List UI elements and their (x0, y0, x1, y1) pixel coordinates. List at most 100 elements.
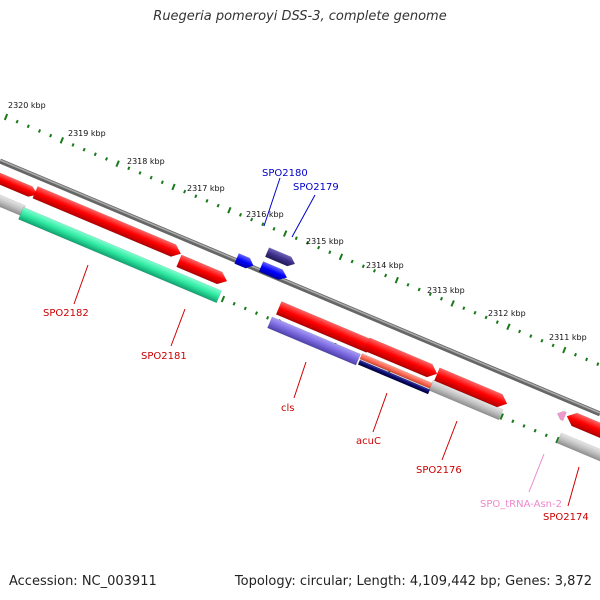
inner-ruler-tick (266, 316, 270, 320)
gene-label[interactable]: SPO_tRNA-Asn-2 (480, 499, 562, 510)
outer-ruler-tick (238, 213, 243, 217)
outer-ruler-tick (317, 245, 321, 250)
ruler-tick-label: 2313 kbp (427, 286, 465, 295)
gene-label[interactable]: SPO2180 (262, 168, 308, 179)
gene-label[interactable]: acuC (356, 436, 381, 447)
outer-ruler-tick (127, 166, 131, 171)
label-leader-line (291, 194, 316, 238)
gene-arrow[interactable] (0, 165, 40, 199)
outer-ruler-tick (450, 300, 455, 307)
inner-ruler-tick (533, 428, 537, 433)
gene-arrow[interactable] (359, 353, 433, 389)
label-leader-line (170, 308, 186, 347)
gene-label[interactable]: SPO2174 (543, 512, 589, 523)
outer-ruler-tick (82, 147, 86, 152)
outer-ruler-tick (49, 133, 53, 138)
outer-ruler-tick (261, 222, 265, 227)
label-leader-line (293, 361, 307, 399)
outer-ruler-tick (495, 320, 499, 324)
outer-ruler-tick (160, 180, 164, 185)
genome-summary: Topology: circular; Length: 4,109,442 bp… (234, 574, 592, 589)
outer-ruler-tick (227, 206, 232, 214)
outer-ruler-tick (305, 241, 310, 245)
outer-ruler-tick (596, 362, 600, 366)
gene-arrow[interactable] (258, 261, 289, 282)
outer-ruler-tick (406, 283, 410, 287)
label-leader-line (567, 466, 580, 507)
outer-ruler-tick (37, 129, 42, 133)
gene-arrow[interactable] (264, 247, 297, 269)
label-leader-line (528, 453, 545, 493)
outer-ruler-tick (338, 253, 344, 261)
outer-ruler-tick (540, 338, 544, 343)
accession-text: Accession: NC_003911 (9, 574, 157, 589)
inner-ruler-tick (511, 419, 515, 424)
label-leaders (73, 177, 580, 507)
inner-ruler-tick (555, 436, 560, 444)
outer-ruler-tick (529, 334, 533, 338)
gene-arrow[interactable] (433, 367, 509, 410)
gene-label[interactable]: SPO2182 (43, 308, 89, 319)
ruler-tick-label: 2319 kbp (68, 129, 106, 138)
gene-arrow[interactable] (357, 359, 431, 395)
inner-ruler-tick (499, 413, 504, 420)
outer-ruler-tick (104, 157, 109, 161)
gene-label[interactable]: SPO2179 (293, 182, 339, 193)
ruler-tick-label: 2320 kbp (8, 101, 46, 110)
outer-ruler-tick (361, 264, 365, 269)
gene-label[interactable]: cls (281, 403, 295, 414)
backbone (0, 158, 600, 417)
ruler-tick-label: 2314 kbp (366, 261, 404, 270)
gene-arrow[interactable] (234, 253, 256, 270)
outer-ruler-tick (250, 217, 254, 222)
outer-ruler-tick (171, 183, 176, 191)
gene-arrow[interactable] (18, 206, 222, 304)
outer-ruler-tick (216, 203, 220, 208)
gene-arrow[interactable] (556, 409, 567, 422)
gene-label[interactable]: SPO2176 (416, 465, 462, 476)
ruler-tick-label: 2315 kbp (306, 237, 344, 246)
ruler-tick-label: 2318 kbp (127, 157, 165, 166)
outer-ruler-tick (585, 357, 589, 362)
gene-labels: SPO2180 SPO2179 SPO2182 SPO2181 cls acuC SPO21… (43, 168, 589, 523)
inner-ruler-tick (243, 306, 247, 311)
outer-ruler-tick (59, 137, 65, 144)
gene-arrow[interactable] (564, 410, 600, 443)
outer-ruler-tick (3, 113, 9, 121)
outer-ruler-tick (439, 296, 444, 301)
outer-ruler-tick (282, 230, 288, 237)
inner-ruler-tick (544, 433, 548, 438)
outer-ruler-tick (394, 276, 399, 284)
gene-features (0, 165, 600, 464)
outer-ruler-tick (518, 329, 522, 334)
gene-arrow[interactable] (267, 316, 361, 366)
outer-ruler-tick (328, 250, 332, 255)
outer-ruler-tick (93, 152, 97, 157)
ruler-tick-label: 2311 kbp (549, 333, 587, 342)
outer-ruler-tick (573, 352, 578, 357)
ruler-tick-label: 2316 kbp (246, 210, 284, 219)
outer-ruler-tick (551, 343, 555, 348)
gene-arrow[interactable] (32, 185, 184, 259)
gene-arrow[interactable] (176, 254, 230, 287)
inner-ruler-tick (232, 301, 236, 306)
ruler-tick-label: 2317 kbp (187, 184, 225, 193)
outer-ruler-tick (484, 315, 488, 320)
gene-arrow[interactable] (363, 337, 439, 380)
inner-ruler-tick (522, 424, 526, 428)
outer-ruler-tick (272, 227, 276, 231)
outer-ruler-tick (205, 199, 209, 203)
gene-label[interactable]: SPO2181 (141, 351, 187, 362)
outer-ruler-tick (15, 119, 19, 124)
outer-ruler-tick (473, 310, 477, 315)
inner-ruler-tick (220, 295, 226, 303)
gene-arrow[interactable] (556, 432, 600, 464)
outer-ruler-tick (462, 306, 466, 310)
outer-ruler-tick (350, 259, 354, 264)
gene-arrow[interactable] (275, 301, 373, 353)
label-leader-line (73, 264, 89, 305)
outer-ruler-tick (417, 287, 421, 292)
label-leader-line (441, 420, 458, 461)
label-leader-line (263, 177, 281, 227)
